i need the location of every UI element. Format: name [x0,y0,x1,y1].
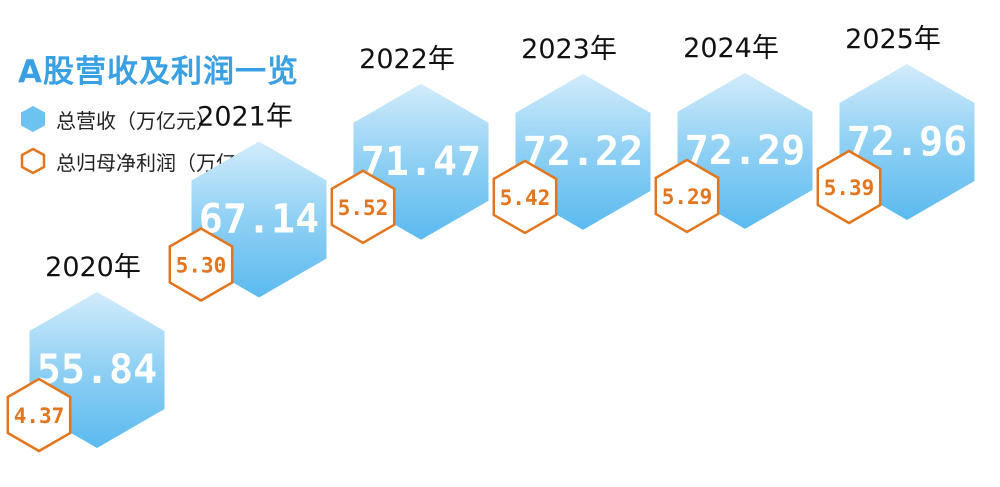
revenue-value-label: 67.14 [199,197,319,243]
outline-hexagon-icon [20,147,46,175]
revenue-value-label: 71.47 [361,139,481,185]
year-label: 2025年 [845,24,941,55]
year-label: 2020年 [45,252,141,283]
year-label: 2024年 [683,33,779,64]
revenue-value-label: 72.96 [847,119,967,165]
profit-value-label: 5.39 [824,176,875,200]
revenue-value-label: 72.22 [523,129,643,175]
filled-hexagon-icon [21,106,45,132]
profit-value-label: 5.52 [338,196,389,220]
year-label: 2022年 [359,44,455,75]
revenue-value-label: 55.84 [37,347,157,393]
legend-revenue-label: 总营收（万亿元） [56,108,216,133]
profit-hexagon [6,377,72,453]
year-label: 2021年 [197,102,293,133]
profit-value-label: 5.29 [662,185,713,209]
legend-revenue: 总营收（万亿元） [20,104,216,134]
chart-title: A股营收及利润一览 [18,54,299,90]
profit-hexagon [492,159,558,235]
profit-value-label: 4.37 [14,404,65,428]
profit-hexagon [654,158,720,234]
profit-hexagon [168,227,234,302]
profit-value-label: 5.30 [176,254,227,278]
profit-hexagon [816,149,882,225]
year-label: 2023年 [521,34,617,65]
profit-hexagon [330,169,396,245]
revenue-value-label: 72.29 [685,128,805,174]
profit-value-label: 5.42 [500,186,551,210]
